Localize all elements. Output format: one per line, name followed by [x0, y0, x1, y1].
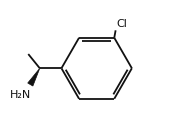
Polygon shape [28, 68, 40, 86]
Text: H₂N: H₂N [10, 90, 31, 100]
Text: Cl: Cl [116, 19, 127, 29]
